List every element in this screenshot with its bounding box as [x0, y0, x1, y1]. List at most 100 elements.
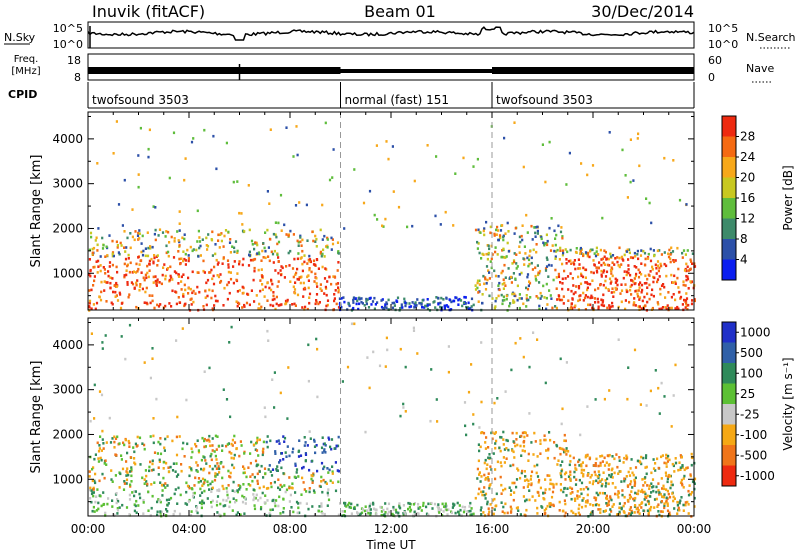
data-cell: [499, 236, 502, 240]
data-cell: [646, 494, 649, 498]
data-cell: [153, 254, 156, 257]
data-cell: [159, 442, 162, 446]
data-cell: [343, 300, 346, 304]
data-cell: [501, 282, 504, 286]
data-cell: [282, 510, 285, 514]
data-cell: [285, 455, 288, 458]
data-cell: [312, 472, 315, 475]
data-cell: [520, 434, 523, 438]
data-cell: [618, 246, 621, 250]
data-cell: [611, 467, 614, 471]
data-cell: [646, 277, 649, 281]
data-cell: [608, 453, 611, 457]
data-cell: [133, 238, 136, 242]
data-cell: [526, 231, 529, 234]
data-cell: [649, 495, 652, 498]
data-cell: [560, 226, 563, 229]
data-cell: [113, 435, 116, 439]
data-cell: [489, 503, 492, 506]
data-cell: [137, 154, 140, 157]
freq-tick-top: 18: [67, 54, 81, 67]
data-cell: [386, 348, 389, 352]
data-cell: [307, 507, 310, 511]
data-cell: [116, 507, 119, 510]
data-cell: [305, 490, 308, 493]
data-cell: [308, 268, 311, 272]
data-cell: [375, 508, 378, 512]
data-cell: [665, 488, 668, 491]
data-cell: [303, 488, 306, 491]
data-cell: [321, 451, 324, 454]
data-cell: [315, 282, 318, 285]
data-cell: [510, 275, 513, 279]
data-cell: [569, 486, 572, 489]
data-cell: [601, 257, 604, 261]
data-cell: [673, 507, 676, 510]
data-cell: [289, 280, 292, 283]
data-cell: [552, 486, 555, 489]
data-cell: [545, 282, 548, 286]
data-cell: [663, 461, 666, 465]
data-cell: [607, 257, 610, 261]
data-cell: [217, 444, 220, 448]
data-cell: [672, 159, 675, 162]
data-cell: [337, 513, 340, 517]
data-cell: [605, 482, 608, 485]
data-cell: [555, 287, 558, 290]
data-cell: [380, 305, 384, 309]
data-cell: [313, 445, 317, 448]
data-cell: [417, 502, 420, 506]
data-cell: [195, 445, 198, 448]
data-cell: [535, 243, 538, 246]
data-cell: [691, 299, 694, 302]
data-cell: [91, 509, 94, 513]
data-cell: [175, 339, 178, 342]
data-cell: [579, 488, 582, 491]
data-cell: [513, 260, 516, 264]
data-cell: [138, 229, 141, 232]
data-cell: [669, 486, 672, 490]
data-cell: [516, 506, 519, 509]
data-cell: [494, 250, 497, 254]
data-cell: [204, 445, 207, 448]
data-cell: [477, 291, 480, 294]
data-cell: [502, 247, 505, 251]
data-cell: [565, 447, 568, 450]
data-cell: [331, 176, 334, 179]
data-cell: [259, 496, 262, 500]
data-cell: [102, 442, 105, 445]
data-cell: [515, 431, 518, 435]
data-cell: [638, 298, 641, 301]
colorbar-tick-label: 100: [740, 366, 763, 380]
data-cell: [288, 486, 291, 490]
data-cell: [596, 475, 599, 478]
data-cell: [586, 499, 589, 502]
data-cell: [196, 511, 199, 515]
data-cell: [583, 296, 587, 300]
data-cell: [600, 273, 603, 277]
data-cell: [221, 476, 224, 480]
data-cell: [236, 304, 239, 308]
data-cell: [147, 147, 150, 151]
data-cell: [308, 301, 311, 305]
data-cell: [128, 498, 132, 501]
data-cell: [577, 258, 580, 261]
data-cell: [128, 445, 131, 448]
data-cell: [498, 234, 502, 237]
data-cell: [578, 478, 581, 482]
data-cell: [494, 477, 497, 481]
data-cell: [270, 474, 274, 477]
data-cell: [653, 276, 656, 280]
data-cell: [294, 464, 297, 467]
data-cell: [427, 513, 430, 517]
data-cell: [511, 449, 514, 452]
data-cell: [574, 291, 577, 294]
data-cell: [163, 446, 166, 450]
data-cell: [660, 253, 663, 256]
data-cell: [586, 254, 589, 258]
data-cell: [274, 221, 277, 224]
data-cell: [257, 499, 260, 502]
data-cell: [222, 465, 225, 469]
data-cell: [458, 504, 461, 507]
data-cell: [212, 282, 216, 286]
